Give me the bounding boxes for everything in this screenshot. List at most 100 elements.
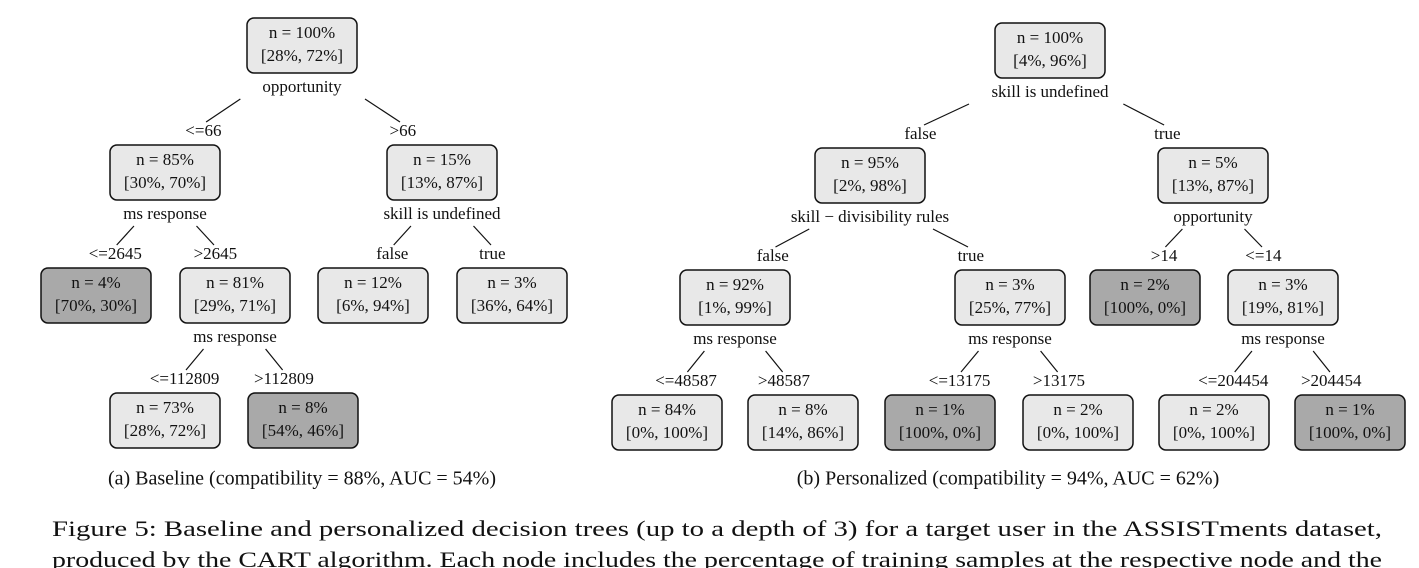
tree-node — [386, 144, 498, 201]
edge-label: true — [479, 244, 505, 263]
node-distribution: [36%, 64%] — [471, 296, 553, 315]
node-count: n = 100% — [1017, 28, 1083, 47]
split-feature: ms response — [693, 329, 777, 348]
tree-node — [109, 144, 221, 201]
tree-node — [747, 394, 859, 451]
edge — [1234, 350, 1253, 373]
edge-label: <=112809 — [150, 369, 220, 388]
node-count: n = 3% — [1258, 275, 1307, 294]
edge-label: >66 — [390, 121, 417, 140]
node-distribution: [100%, 0%] — [1104, 298, 1186, 317]
node-count: n = 8% — [778, 400, 827, 419]
split-feature: skill − divisibility rules — [791, 207, 949, 226]
tree-node — [994, 22, 1106, 79]
node-count: n = 85% — [136, 150, 194, 169]
tree-node — [1158, 394, 1270, 451]
edge-label: <=13175 — [929, 371, 991, 390]
tree-node — [1294, 394, 1406, 451]
node-count: n = 1% — [1325, 400, 1374, 419]
edge-label: <=204454 — [1198, 371, 1269, 390]
tree-node — [1157, 147, 1269, 204]
node-distribution: [2%, 98%] — [833, 176, 907, 195]
edge-label: >48587 — [758, 371, 811, 390]
edge — [775, 228, 810, 248]
node-distribution: [70%, 30%] — [55, 296, 137, 315]
node-distribution: [0%, 100%] — [626, 423, 708, 442]
tree-node — [246, 17, 358, 74]
node-distribution: [14%, 86%] — [762, 423, 844, 442]
node-count: n = 1% — [915, 400, 964, 419]
edge — [932, 228, 969, 248]
node-distribution: [6%, 94%] — [336, 296, 410, 315]
node-count: n = 12% — [344, 273, 402, 292]
tree-node — [814, 147, 926, 204]
edge — [1040, 350, 1059, 373]
node-count: n = 2% — [1053, 400, 1102, 419]
split-feature: opportunity — [262, 77, 342, 96]
node-distribution: [100%, 0%] — [899, 423, 981, 442]
edge — [393, 225, 412, 246]
node-distribution: [30%, 70%] — [124, 173, 206, 192]
split-feature: opportunity — [1173, 207, 1253, 226]
edge — [1164, 228, 1183, 248]
node-count: n = 4% — [71, 273, 120, 292]
edge-label: false — [757, 246, 789, 265]
tree-node — [317, 267, 429, 324]
tree-node — [247, 392, 359, 449]
node-count: n = 95% — [841, 153, 899, 172]
edge — [205, 98, 241, 123]
edge — [116, 225, 135, 246]
edge-label: <=14 — [1245, 246, 1282, 265]
split-feature: ms response — [123, 204, 207, 223]
figure-caption: Figure 5: Baseline and personalized deci… — [52, 516, 1382, 541]
node-distribution: [0%, 100%] — [1037, 423, 1119, 442]
tree-node — [40, 267, 152, 324]
edge — [765, 350, 784, 373]
split-feature: ms response — [1241, 329, 1325, 348]
edge — [1312, 350, 1331, 373]
edge-label: true — [958, 246, 984, 265]
edge — [960, 350, 979, 373]
split-feature: skill is undefined — [383, 204, 501, 223]
node-distribution: [1%, 99%] — [698, 298, 772, 317]
split-feature: ms response — [968, 329, 1052, 348]
node-count: n = 3% — [985, 275, 1034, 294]
node-count: n = 84% — [638, 400, 696, 419]
node-count: n = 81% — [206, 273, 264, 292]
tree-node — [1227, 269, 1339, 326]
tree-node — [1022, 394, 1134, 451]
node-distribution: [13%, 87%] — [401, 173, 483, 192]
edge — [686, 350, 705, 373]
tree-node — [1089, 269, 1201, 326]
edge — [1123, 103, 1165, 126]
node-distribution: [28%, 72%] — [261, 46, 343, 65]
edge-label: <=66 — [185, 121, 221, 140]
edge-label: >2645 — [194, 244, 238, 263]
edge — [265, 348, 284, 371]
node-count: n = 8% — [278, 398, 327, 417]
node-count: n = 92% — [706, 275, 764, 294]
edge — [1244, 228, 1263, 248]
node-distribution: [29%, 71%] — [194, 296, 276, 315]
edge-label: >13175 — [1033, 371, 1085, 390]
node-count: n = 3% — [487, 273, 536, 292]
node-distribution: [13%, 87%] — [1172, 176, 1254, 195]
edge — [364, 98, 401, 123]
edge-label: >204454 — [1301, 371, 1362, 390]
node-distribution: [54%, 46%] — [262, 421, 344, 440]
tree-node — [109, 392, 221, 449]
node-count: n = 5% — [1188, 153, 1237, 172]
tree-node — [884, 394, 996, 451]
edge-label: >112809 — [254, 369, 314, 388]
edge-label: <=2645 — [89, 244, 142, 263]
tree-node — [179, 267, 291, 324]
tree-node — [456, 267, 568, 324]
node-count: n = 100% — [269, 23, 335, 42]
edge-label: false — [376, 244, 408, 263]
node-distribution: [28%, 72%] — [124, 421, 206, 440]
edge — [185, 348, 204, 371]
figure-caption: produced by the CART algorithm. Each nod… — [52, 547, 1382, 568]
node-count: n = 2% — [1189, 400, 1238, 419]
